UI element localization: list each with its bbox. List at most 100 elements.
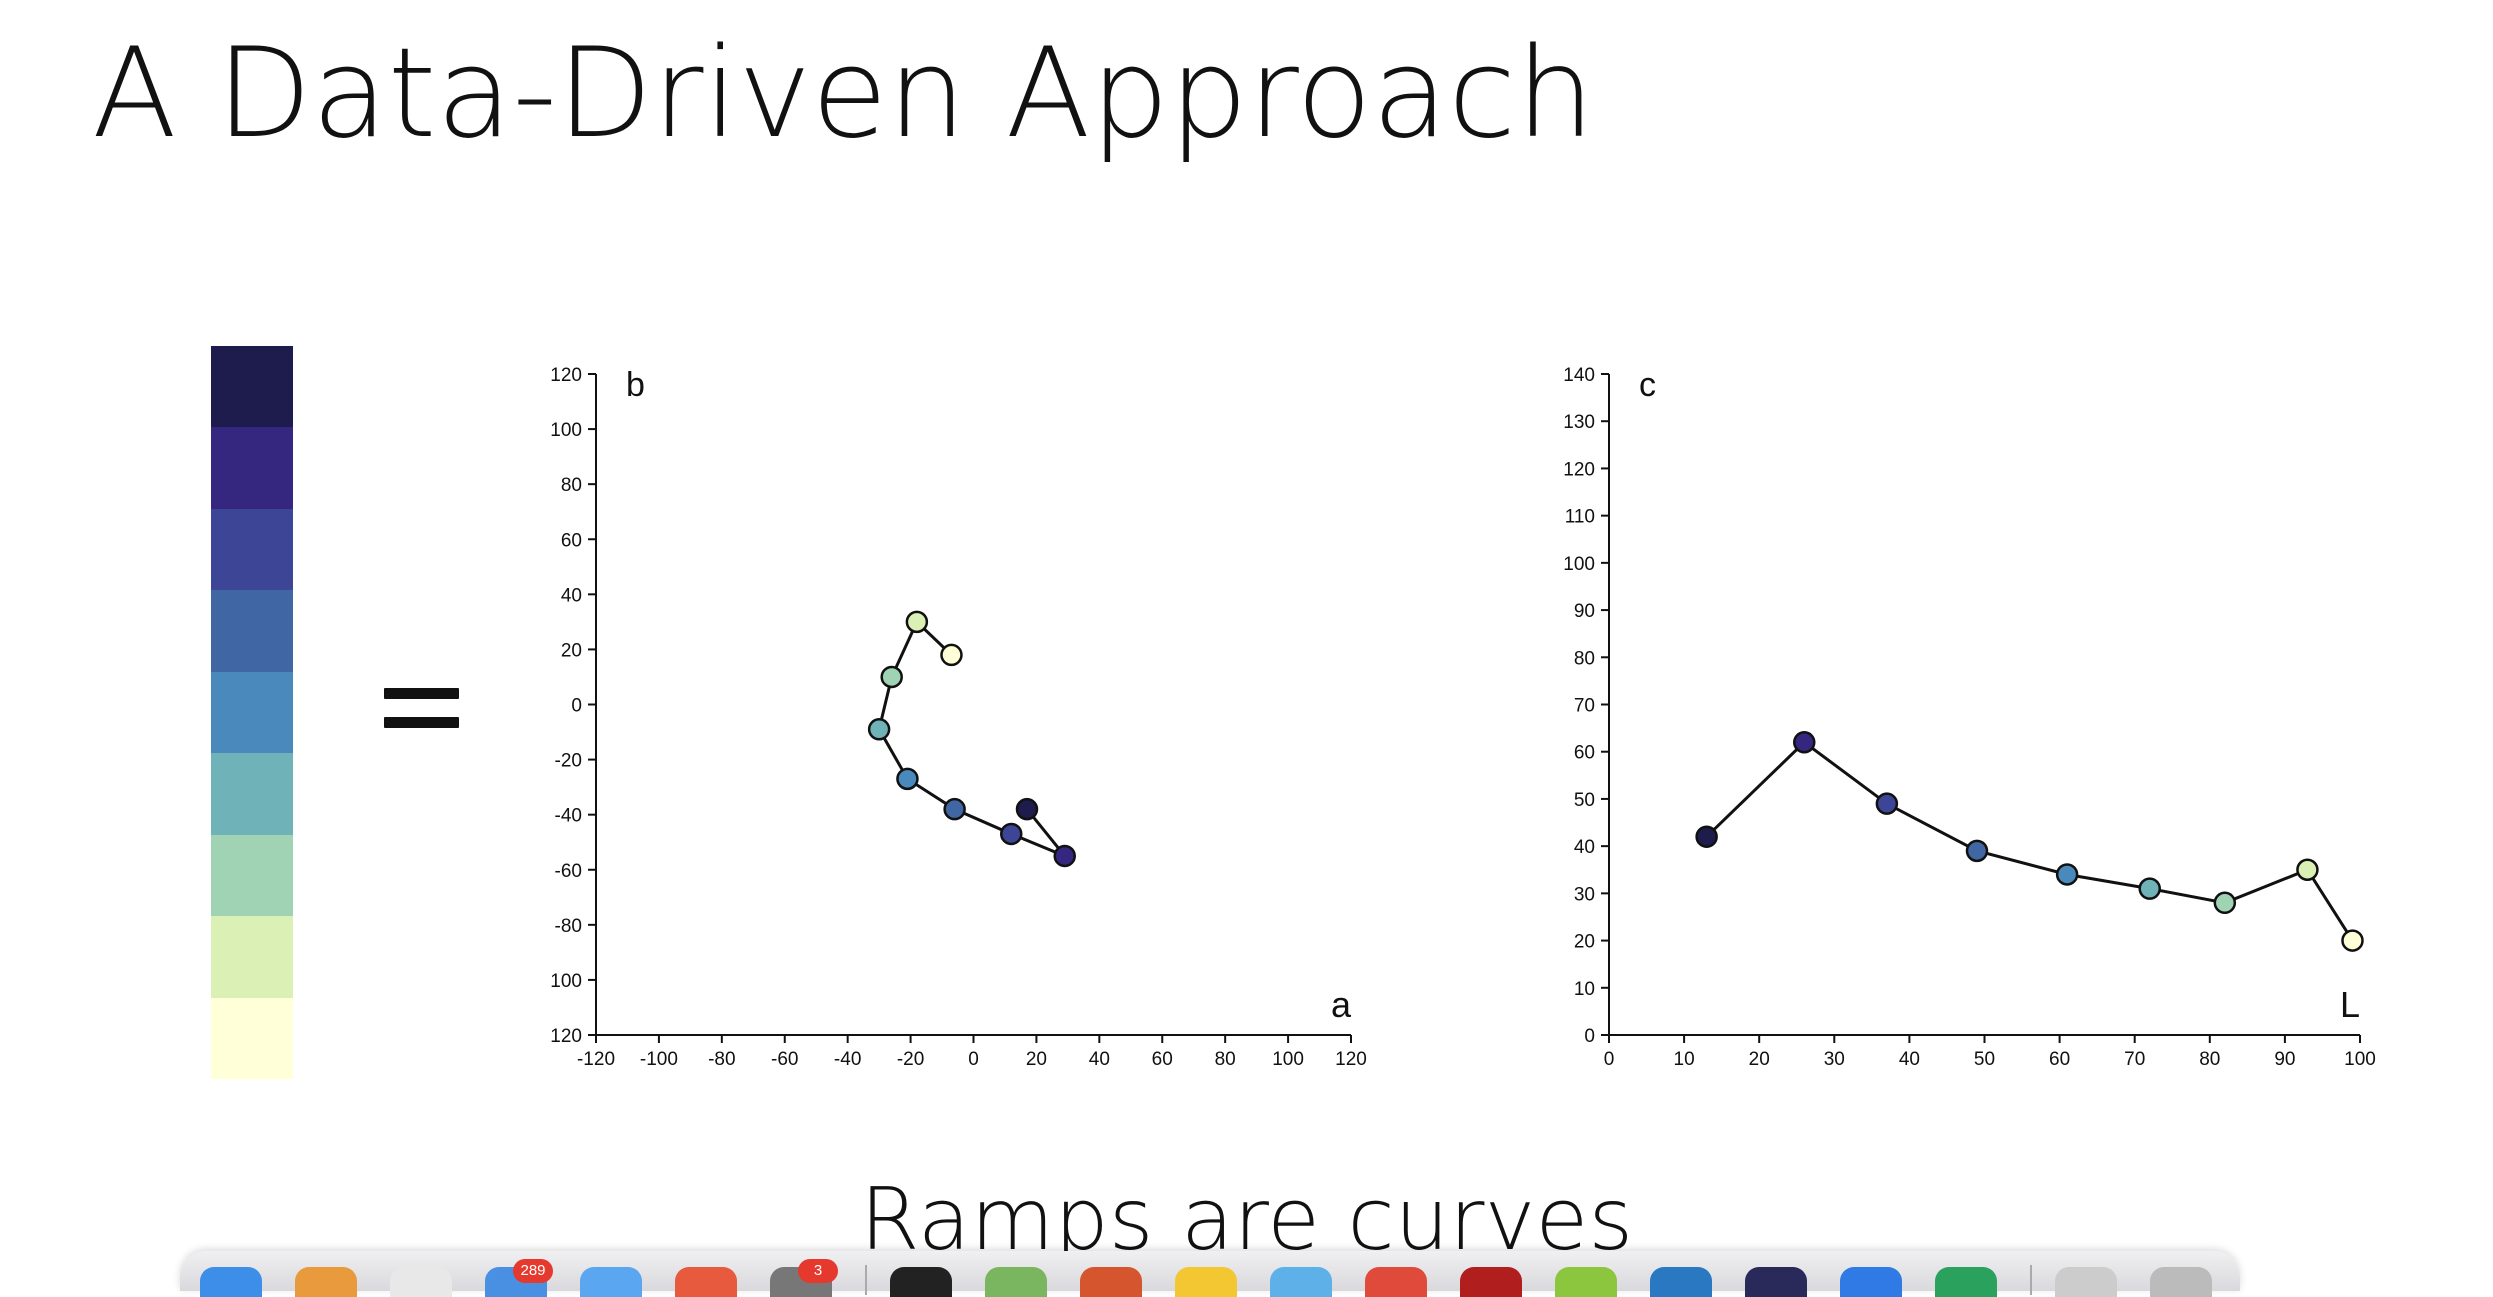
ramp-swatch-6 [211,753,293,835]
chart-c-y-tick-label: 110 [1565,507,1595,528]
trash-icon[interactable] [2150,1267,2212,1297]
chart-b-x-tick-label: 40 [1089,1049,1110,1070]
slack-icon[interactable] [390,1267,452,1297]
chart-c-point-8 [2296,858,2319,881]
chart-c-point-2 [1793,731,1816,754]
ramp-swatch-4 [211,590,293,672]
chart-c-x-tick-label: 60 [2049,1049,2070,1070]
app-green-icon[interactable] [1555,1267,1617,1297]
chart-b-y-tick-label: 120 [550,1026,582,1047]
chart-c-point-6 [2138,877,2161,900]
launchpad-icon[interactable] [295,1267,357,1297]
chart-c-y-tick-label: 90 [1574,601,1595,622]
chart-c-x-tick-label: 80 [2199,1049,2220,1070]
chrome-icon[interactable] [675,1267,737,1297]
chart-b-x-tick-label: -120 [577,1049,615,1070]
chart-b-y-tick-label: 120 [550,365,582,386]
messages-badge: 3 [798,1259,838,1283]
chart-c-y-tick-label: 120 [1563,459,1595,480]
chart-b-panel-label: b [626,366,645,404]
chart-b-x-tick-label: -100 [640,1049,678,1070]
chart-b-y-tick-label: -80 [555,916,582,937]
chart-c-point-5 [2055,863,2079,886]
chart-c-y-tick-label: 60 [1574,743,1595,764]
ramp-swatch-2 [211,427,293,509]
app-teal-icon[interactable] [1935,1267,1997,1297]
chart-c-point-1 [1695,825,1718,848]
powerpoint-icon[interactable] [1080,1267,1142,1297]
chart-b-y-tick-label: 40 [561,585,582,606]
slide-title: A Data-Driven Approach [92,22,1595,166]
app-lightblue-icon[interactable] [1840,1267,1902,1297]
notes-icon[interactable] [1175,1267,1237,1297]
chart-b-x-tick-label: 60 [1152,1049,1173,1070]
chart-b-y-tick-label: 60 [561,530,582,551]
app-dark-icon[interactable] [1745,1267,1807,1297]
chart-c-y-tick-label: 130 [1563,412,1595,433]
chart-b-y-tick-label: -40 [555,806,582,827]
chart-c-connecting-line [1705,740,2354,942]
chart-b-x-tick-label: -60 [771,1049,798,1070]
equals-sign [384,688,459,746]
app-red-icon[interactable] [1365,1267,1427,1297]
mail-badge: 289 [513,1259,553,1283]
ramp-swatch-5 [211,671,293,754]
chart-b-x-tick-label: -40 [834,1049,861,1070]
chart-c-y-tick-label: 140 [1563,365,1595,386]
chart-b-point-2 [1053,844,1076,868]
chart-b-point-1 [1015,797,1039,821]
terminal-icon[interactable] [890,1267,952,1297]
ramp-swatch-7 [211,834,293,917]
chart-c-x-tick-label: 0 [1604,1049,1615,1070]
chart-c-point-4 [1965,839,1989,863]
downloads-icon[interactable] [2055,1267,2117,1297]
ramp-swatch-9 [211,997,293,1079]
chart-b-y-tick-label: -60 [555,861,582,882]
finder-icon[interactable] [200,1267,262,1297]
chart-c-panel-label: c [1639,366,1656,404]
chart-b-point-5 [896,767,919,791]
chart-c-x-tick-label: 90 [2274,1049,2295,1070]
chart-c-y-tick-label: 70 [1574,696,1595,717]
chart-c-y-tick-label: 20 [1574,932,1595,953]
chart-b-x-tick-label: 20 [1026,1049,1047,1070]
chart-c-y-tick-label: 80 [1574,648,1595,669]
chart-b-y-tick-label: 0 [571,696,582,717]
chart-b-x-tick-label: 0 [968,1049,979,1070]
chart-c-x-tick-label: 10 [1674,1049,1695,1070]
chart-c-point-9 [2341,929,2364,952]
chart-c-y-tick-label: 10 [1574,979,1595,1000]
maps-icon[interactable] [985,1267,1047,1297]
macos-dock: 289 3 [180,1251,2240,1297]
finder-window-icon[interactable] [1270,1267,1332,1297]
chart-b-axis-label: a [1331,984,1352,1025]
messages-icon[interactable]: 3 [770,1259,838,1297]
chart-c-point-3 [1875,792,1899,815]
app-blue-icon[interactable] [1650,1267,1712,1297]
dock-separator [865,1265,867,1295]
ramp-swatch-8 [211,916,293,998]
chart-b-x-tick-label: 80 [1215,1049,1236,1070]
chart-b-y-tick-label: 100 [550,971,582,992]
chart-c-point-7 [2213,891,2237,915]
chart-b-point-4 [943,797,966,821]
chart-c-x-tick-label: 100 [2344,1049,2376,1070]
ramp-swatch-1 [211,346,293,428]
chart-c-y-tick-label: 0 [1584,1026,1595,1047]
dock-separator-2 [2030,1265,2032,1295]
chart-b-point-7 [880,665,903,689]
chart-c-x-tick-label: 70 [2124,1049,2145,1070]
chart-b-point-9 [940,643,963,667]
ramp-swatch-3 [211,508,293,591]
chart-b-point-6 [867,718,891,741]
chart-b-y-tick-label: 20 [561,640,582,661]
chart-b-x-tick-label: -80 [708,1049,735,1070]
chart-b-y-tick-label: 100 [550,420,582,441]
appstore-icon[interactable] [580,1267,642,1297]
acrobat-icon[interactable] [1460,1267,1522,1297]
chart-c-x-tick-label: 50 [1974,1049,1995,1070]
chart-c-y-tick-label: 40 [1574,837,1595,858]
chart-c-axis-label: L [2340,984,2360,1025]
mail-icon[interactable]: 289 [485,1259,553,1297]
